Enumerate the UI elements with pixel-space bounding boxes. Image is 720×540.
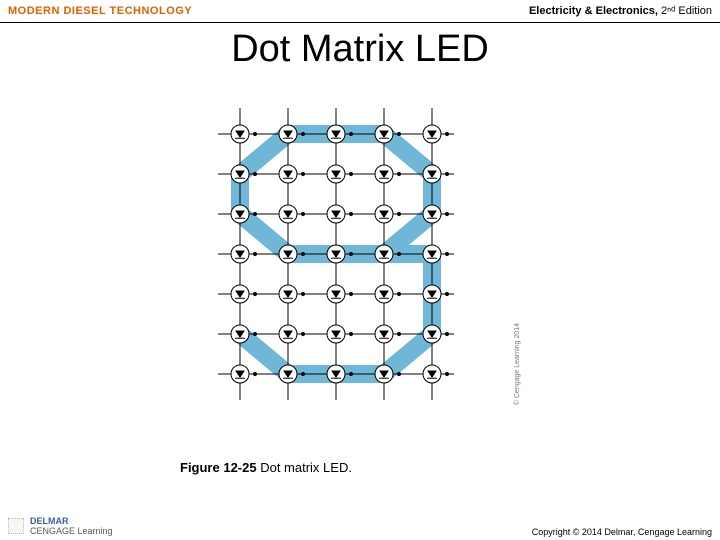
- brand-left: MODERN DIESEL TECHNOLOGY: [8, 5, 192, 17]
- dot-matrix-svg: [212, 98, 508, 446]
- publisher-text: DELMAR CENGAGE Learning: [30, 516, 113, 536]
- publisher-logo-icon: [8, 518, 24, 534]
- figure-caption-text: Dot matrix LED.: [257, 460, 352, 475]
- figure-caption: Figure 12-25 Dot matrix LED.: [180, 460, 352, 475]
- dot-matrix-figure: © Cengage Learning 2014: [212, 98, 508, 446]
- top-rule: [0, 22, 720, 23]
- slide-copyright: Copyright © 2014 Delmar, Cengage Learnin…: [532, 527, 712, 537]
- top-bar: MODERN DIESEL TECHNOLOGY Electricity & E…: [0, 0, 720, 22]
- page-title: Dot Matrix LED: [0, 28, 720, 71]
- brand-right: Electricity & Electronics, 2ⁿᵈ Edition: [529, 5, 712, 17]
- publisher-sub: CENGAGE Learning: [30, 526, 113, 536]
- slide-page: MODERN DIESEL TECHNOLOGY Electricity & E…: [0, 0, 720, 540]
- figure-side-copyright: © Cengage Learning 2014: [514, 323, 521, 405]
- brand-right-title: Electricity & Electronics,: [529, 5, 658, 17]
- publisher-attribution: DELMAR CENGAGE Learning: [8, 516, 113, 536]
- publisher-name: DELMAR: [30, 516, 113, 526]
- figure-caption-label: Figure 12-25: [180, 460, 257, 475]
- brand-right-edition: 2ⁿᵈ Edition: [658, 5, 712, 17]
